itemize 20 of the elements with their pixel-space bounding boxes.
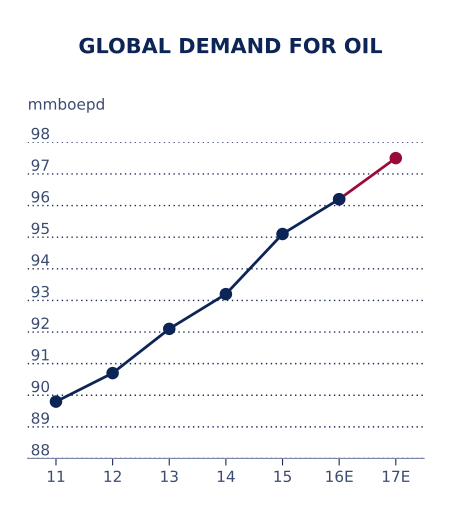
x-tick-label: 14 (218, 470, 235, 482)
y-tick-label: 98 (32, 128, 50, 140)
x-tick-label: 16E (326, 470, 353, 482)
x-tick-label: 13 (161, 470, 178, 482)
y-tick-label: 93 (32, 286, 49, 298)
y-tick-label: 89 (32, 412, 50, 424)
y-tick-label: 95 (32, 222, 49, 234)
x-tick-label: 15 (274, 470, 291, 482)
y-tick-label: 90 (32, 380, 50, 392)
y-tick-label: 96 (32, 190, 50, 203)
y-tick-label: 97 (32, 159, 49, 171)
x-tick-label: 12 (104, 470, 121, 482)
chart-title: GLOBAL DEMAND FOR OIL (79, 38, 382, 54)
x-tick-label: 11 (48, 470, 64, 482)
y-axis-title: mmboepd (29, 98, 104, 113)
x-tick-label: 17E (382, 470, 410, 482)
y-tick-label: 94 (32, 254, 50, 266)
y-tick-label: 88 (32, 444, 50, 456)
y-tick-label: 92 (32, 317, 49, 330)
y-tick-label: 91 (32, 349, 49, 361)
